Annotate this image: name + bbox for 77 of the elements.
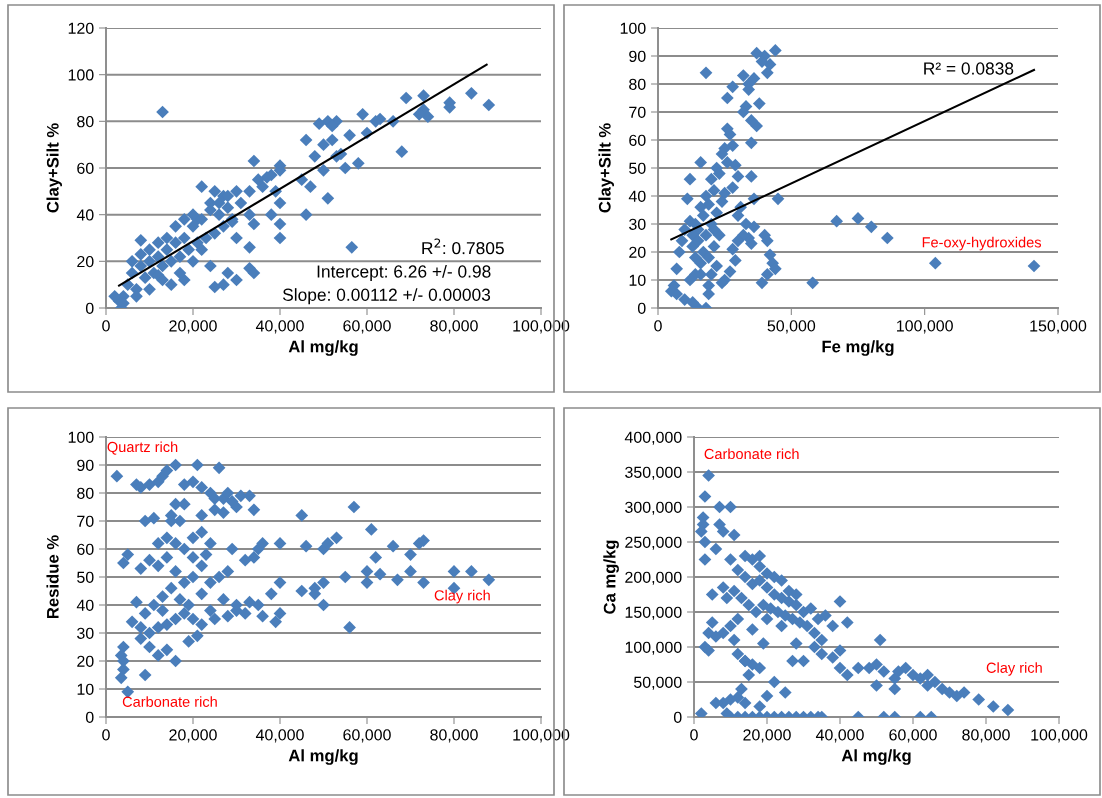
annotation: Intercept: 6.26 +/- 0.98	[317, 264, 491, 282]
y-tick-label: 0	[637, 302, 646, 314]
x-tick-label: 100,000	[1031, 729, 1088, 743]
y-tick-label: 100	[620, 22, 646, 34]
x-tick-label: 20,000	[169, 320, 217, 334]
y-tick-label: 40	[76, 599, 94, 611]
annotation: Carbonate rich	[704, 448, 799, 460]
x-tick-label: 60,000	[343, 729, 391, 743]
x-axis-title: Al mg/kg	[841, 749, 911, 765]
x-tick-label: 40,000	[815, 729, 864, 743]
annotation: Clay rich	[986, 662, 1042, 676]
y-tick-label: 100	[68, 431, 94, 443]
x-tick-label: 100,000	[513, 729, 570, 743]
y-tick-label: 300,000	[625, 501, 682, 515]
y-tick-label: 20	[77, 655, 94, 667]
y-tick-label: 40	[76, 209, 94, 221]
y-tick-label: 60	[629, 134, 646, 146]
y-tick-label: 150,000	[625, 606, 682, 620]
y-tick-label: 100	[68, 69, 94, 81]
x-tick-label: 50,000	[767, 320, 816, 334]
annotation: R² = 0.0838	[924, 62, 1014, 75]
y-tick-label: 50	[629, 162, 646, 174]
y-tick-label: 400,000	[624, 431, 682, 445]
y-tick-label: 10	[77, 683, 94, 695]
annotation: R$^{2}$: 0.7805	[422, 238, 504, 255]
x-tick-label: 40,000	[255, 729, 304, 743]
y-tick-label: 60	[77, 162, 94, 174]
y-tick-label: 20	[77, 255, 94, 268]
x-tick-label: 0	[690, 729, 698, 741]
y-axis-title: Residue %	[46, 535, 59, 619]
x-tick-label: 100,000	[513, 320, 570, 334]
y-tick-label: 70	[629, 106, 646, 118]
x-tick-label: 80,000	[430, 729, 478, 743]
annotation: Slope: 0.00112 +/- 0.00003	[282, 288, 491, 305]
x-axis-title: Al mg/kg	[288, 340, 358, 356]
x-tick-label: 60,000	[889, 729, 937, 743]
y-axis-title: Clay+Silt %	[46, 123, 62, 213]
y-tick-label: 0	[85, 711, 94, 723]
x-tick-label: 60,000	[343, 320, 391, 334]
x-tick-label: 0	[102, 729, 110, 741]
y-tick-label: 50	[77, 571, 94, 583]
y-tick-label: 50,000	[633, 676, 682, 690]
x-tick-label: 0	[102, 320, 110, 332]
y-tick-label: 350,000	[625, 466, 682, 480]
x-tick-label: 20,000	[169, 729, 217, 743]
y-tick-label: 20	[629, 246, 646, 258]
y-tick-label: 30	[629, 218, 646, 230]
x-tick-label: 40,000	[255, 320, 304, 334]
y-tick-label: 30	[77, 627, 94, 639]
x-tick-label: 150,000	[1030, 320, 1087, 334]
x-tick-label: 20,000	[743, 729, 791, 743]
y-axis-title: Clay+Silt %	[598, 123, 614, 213]
y-tick-label: 90	[77, 459, 94, 471]
y-tick-label: 60	[77, 543, 94, 555]
y-tick-label: 200,000	[625, 571, 682, 585]
x-axis-title: Al mg/kg	[288, 749, 358, 765]
x-tick-label: 100,000	[897, 320, 953, 334]
x-tick-label: 80,000	[962, 729, 1010, 743]
y-tick-label: 0	[673, 711, 682, 723]
y-tick-label: 250,000	[625, 536, 682, 550]
y-tick-label: 0	[85, 302, 94, 314]
y-tick-label: 40	[628, 190, 646, 202]
x-axis-title: Fe mg/kg	[822, 340, 894, 356]
y-axis-title: Ca mg/kg	[603, 540, 619, 614]
y-tick-label: 80	[77, 487, 94, 499]
y-tick-label: 80	[77, 115, 94, 128]
y-tick-label: 10	[629, 274, 646, 286]
y-tick-label: 100,000	[625, 641, 682, 655]
y-tick-label: 120	[68, 22, 94, 34]
annotation: Carbonate rich	[122, 696, 217, 707]
annotation: Clay rich	[434, 589, 490, 604]
annotation: Quartz rich	[107, 441, 178, 455]
annotation: Fe-oxy-hydroxides	[922, 236, 1042, 251]
y-tick-label: 90	[629, 50, 646, 62]
y-tick-label: 70	[77, 515, 94, 527]
x-tick-label: 80,000	[430, 320, 478, 334]
y-tick-label: 80	[629, 78, 646, 90]
